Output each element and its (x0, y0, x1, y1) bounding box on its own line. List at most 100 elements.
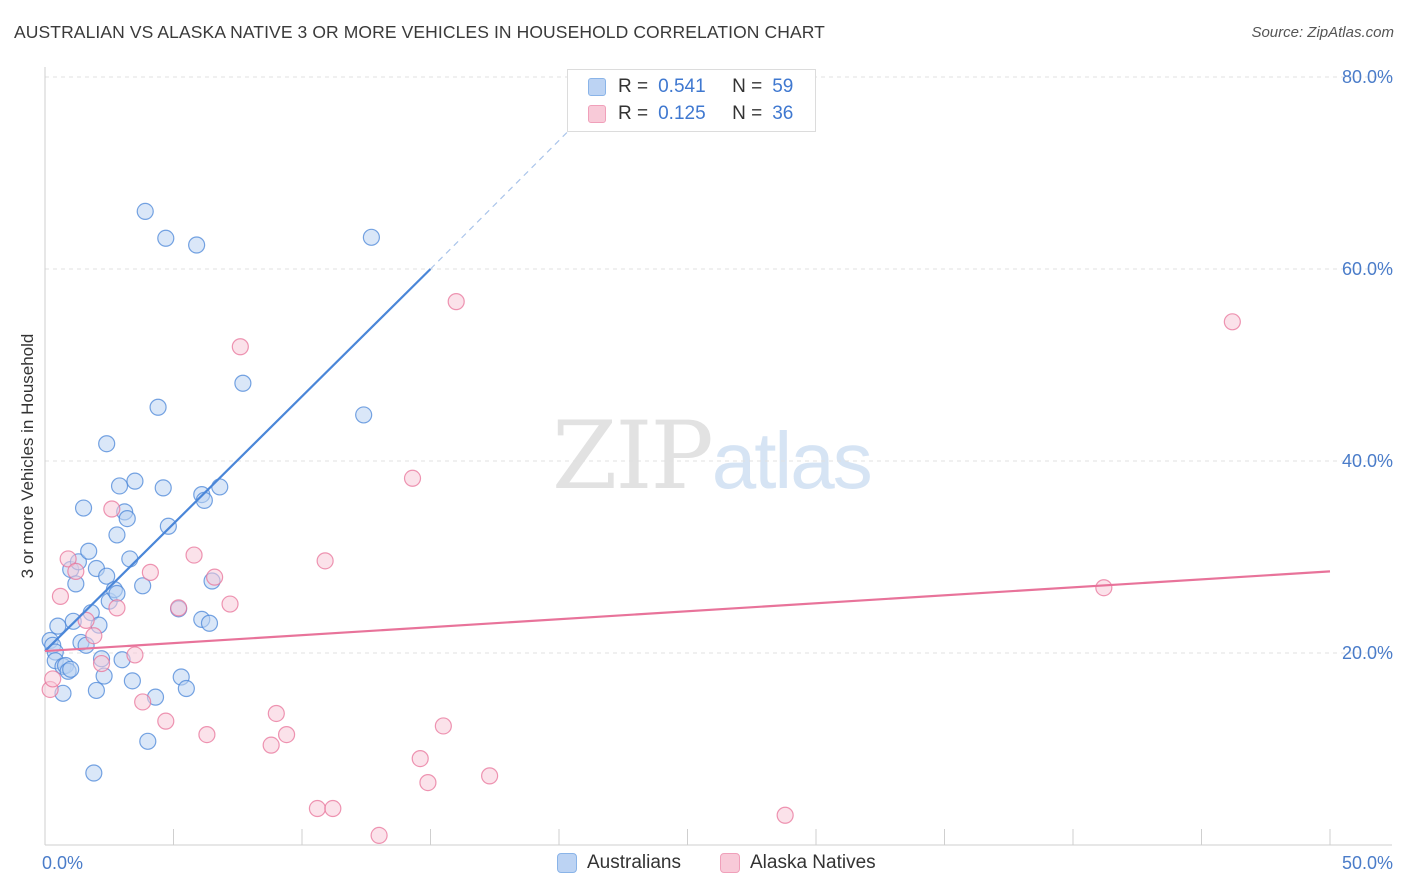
australians-point (98, 567, 116, 585)
alaska-natives-point (403, 469, 422, 487)
legend-swatch-alaska-natives (588, 105, 606, 123)
legend-row-alaska-natives: R = 0.125 N = 36 (588, 102, 793, 126)
legend-r-label: R = (618, 76, 649, 97)
legend-n-label: N = (732, 103, 763, 124)
chart-title: AUSTRALIAN VS ALASKA NATIVE 3 OR MORE VE… (14, 22, 825, 42)
alaska-natives-trend-line (44, 570, 1331, 653)
alaska-natives-point (44, 670, 62, 688)
alaska-natives-point (126, 646, 144, 664)
legend-r-value: 0.125 (658, 103, 706, 124)
australians-point (110, 477, 129, 495)
alaska-natives-point (134, 693, 152, 711)
australians-point (154, 479, 172, 497)
australians-point (195, 491, 213, 509)
alaska-natives-point (308, 799, 327, 818)
y-tick-label: 60.0% (1342, 259, 1393, 279)
trend-lines (44, 124, 1331, 653)
legend-label-australians: Australians (587, 852, 681, 873)
legend-swatch-australians (588, 78, 606, 96)
alaska-natives-point (419, 773, 437, 792)
australians-point (118, 509, 136, 528)
alaska-natives-point (324, 799, 342, 818)
alaska-natives-point (481, 767, 499, 785)
alaska-natives-point (434, 717, 452, 735)
y-tick-label: 80.0% (1342, 67, 1393, 87)
australians-point (126, 472, 144, 490)
correlation-legend: R = 0.541 N = 59 R = 0.125 N = 36 (567, 69, 816, 132)
x-tick-label: 0.0% (42, 853, 83, 873)
alaska-natives-point (51, 587, 70, 605)
australians-point (123, 672, 141, 690)
australians-point (85, 764, 103, 782)
australians-point (362, 228, 380, 246)
legend-n-value: 59 (772, 76, 794, 97)
australians-point (134, 577, 152, 595)
australians-point (157, 229, 175, 247)
alaska-natives-point (170, 599, 188, 617)
alaska-natives-point (1095, 579, 1113, 597)
x-tick-label: 50.0% (1342, 853, 1393, 873)
australians-point (62, 660, 80, 678)
grid-lines (45, 76, 1392, 654)
alaska-natives-point (141, 563, 159, 581)
legend-item-alaska-natives[interactable]: Alaska Natives (720, 852, 876, 874)
australians-point (188, 236, 206, 254)
alaska-natives-point (85, 627, 103, 645)
australians-point (87, 681, 106, 700)
series-legend: Australians Alaska Natives (0, 852, 1406, 878)
alaska-natives-point (221, 595, 239, 613)
alaska-natives-point (370, 826, 388, 845)
alaska-natives-point (157, 712, 175, 730)
australians-point (177, 679, 195, 698)
australians-point (149, 398, 167, 416)
series-alaska-natives (41, 293, 1241, 845)
legend-row-australians: R = 0.541 N = 59 (588, 75, 793, 99)
legend-r-value: 0.541 (658, 76, 706, 97)
alaska-natives-point (316, 552, 334, 570)
y-tick-label: 40.0% (1342, 451, 1393, 471)
alaska-natives-point (77, 611, 95, 629)
watermark-zip: ZIP (552, 402, 714, 511)
alaska-natives-point (103, 500, 121, 518)
australians-point (74, 499, 93, 517)
australians-trend-extension (430, 124, 575, 270)
legend-swatch-australians (557, 853, 577, 873)
alaska-natives-point (198, 725, 216, 744)
australians-point (200, 614, 219, 632)
series-australians (41, 202, 380, 782)
australians-point (159, 517, 177, 535)
alaska-natives-point (262, 736, 280, 754)
alaska-natives-point (206, 568, 224, 586)
australians-point (98, 435, 116, 453)
alaska-natives-point (92, 654, 111, 673)
tick-labels: 20.0% 40.0% 60.0% 80.0% 0.0% 50.0% (42, 67, 1393, 873)
alaska-natives-point (776, 806, 794, 824)
source-credit: Source: ZipAtlas.com (1251, 24, 1394, 41)
australians-point (49, 617, 67, 635)
legend-swatch-alaska-natives (720, 853, 740, 873)
australians-point (136, 202, 154, 220)
australians-point (121, 550, 139, 568)
australians-trend-line (44, 268, 432, 652)
alaska-natives-point (267, 704, 285, 723)
australians-point (108, 584, 126, 603)
alaska-natives-point (67, 562, 85, 581)
alaska-natives-point (1223, 313, 1241, 331)
legend-r-label: R = (618, 103, 649, 124)
australians-point (211, 478, 229, 496)
alaska-natives-point (411, 749, 429, 768)
y-tick-label: 20.0% (1342, 643, 1393, 663)
legend-n-value: 36 (772, 103, 794, 124)
legend-label-alaska-natives: Alaska Natives (750, 852, 876, 873)
legend-n-label: N = (732, 76, 763, 97)
australians-point (355, 406, 373, 424)
alaska-natives-point (277, 725, 296, 744)
alaska-natives-point (185, 546, 203, 564)
australians-point (80, 542, 98, 560)
alaska-natives-point (59, 550, 77, 568)
australians-point (139, 732, 157, 750)
alaska-natives-point (231, 338, 249, 356)
alaska-natives-point (447, 293, 465, 311)
legend-item-australians[interactable]: Australians (557, 852, 681, 874)
